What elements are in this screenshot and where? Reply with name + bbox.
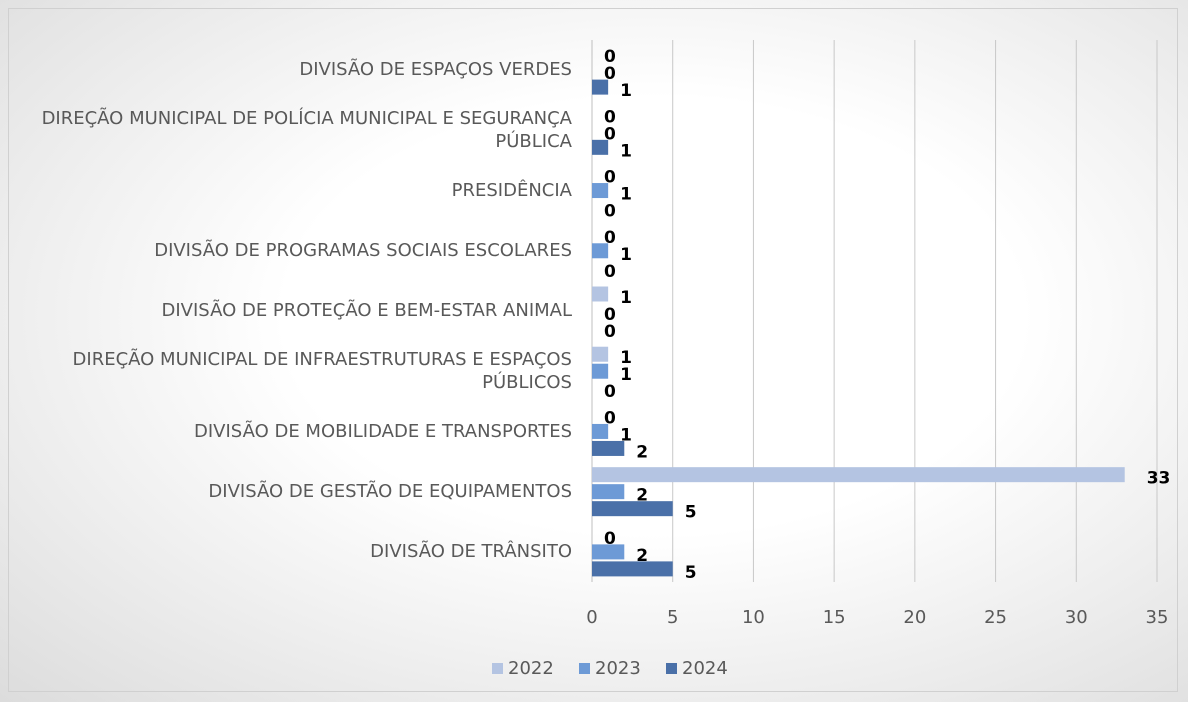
bar [592, 363, 609, 379]
value-label: 0 [604, 305, 616, 325]
value-label: 0 [604, 64, 616, 84]
value-label: 0 [604, 529, 616, 549]
bar [592, 467, 1125, 483]
value-label: 1 [620, 81, 632, 101]
legend-swatch [666, 663, 677, 674]
legend-label: 2024 [682, 658, 728, 679]
bar [592, 243, 609, 259]
bar [592, 183, 609, 199]
value-label: 0 [604, 262, 616, 282]
value-label: 1 [620, 288, 632, 308]
value-label: 0 [604, 228, 616, 248]
y-tick-label: PRESIDÊNCIA [451, 179, 572, 201]
x-tick-label: 20 [903, 607, 926, 628]
legend-label: 2023 [595, 658, 641, 679]
legend-label: 2022 [508, 658, 554, 679]
chart-frame [8, 8, 1178, 692]
value-label: 2 [636, 546, 648, 566]
bar [592, 501, 673, 517]
value-label: 1 [620, 425, 632, 445]
bar [592, 346, 609, 362]
bar [592, 139, 609, 155]
x-tick-label: 25 [984, 607, 1007, 628]
x-tick-label: 30 [1065, 607, 1088, 628]
value-label: 5 [685, 503, 697, 523]
y-tick-label: DIREÇÃO MUNICIPAL DE INFRAESTRUTURAS E E… [72, 348, 572, 394]
x-tick-label: 15 [823, 607, 846, 628]
bar [592, 440, 625, 456]
y-tick-label: DIVISÃO DE MOBILIDADE E TRANSPORTES [194, 420, 572, 442]
value-label: 1 [620, 185, 632, 205]
value-label: 0 [604, 47, 616, 67]
value-label: 2 [636, 486, 648, 506]
legend-swatch [492, 663, 503, 674]
y-tick-label: DIREÇÃO MUNICIPAL DE POLÍCIA MUNICIPAL E… [41, 107, 572, 153]
value-label: 2 [636, 442, 648, 462]
y-tick-label: DIVISÃO DE PROTEÇÃO E BEM-ESTAR ANIMAL [161, 300, 572, 322]
bar [592, 484, 625, 500]
bar [592, 286, 609, 302]
bar [592, 544, 625, 560]
value-label: 0 [604, 168, 616, 188]
bar [592, 79, 609, 95]
value-label: 1 [620, 348, 632, 368]
value-label: 1 [620, 365, 632, 385]
value-label: 1 [620, 141, 632, 161]
x-tick-label: 35 [1146, 607, 1169, 628]
value-label: 0 [604, 322, 616, 342]
y-tick-label: DIVISÃO DE TRÂNSITO [370, 541, 572, 563]
value-label: 5 [685, 563, 697, 583]
x-tick-label: 0 [586, 607, 597, 628]
x-tick-label: 5 [667, 607, 678, 628]
value-label: 33 [1147, 469, 1171, 489]
bar [592, 423, 609, 439]
value-label: 0 [604, 202, 616, 222]
legend-swatch [579, 663, 590, 674]
y-tick-label: DIVISÃO DE GESTÃO DE EQUIPAMENTOS [208, 480, 572, 502]
x-tick-label: 10 [742, 607, 765, 628]
y-tick-label: DIVISÃO DE ESPAÇOS VERDES [299, 59, 572, 81]
value-label: 0 [604, 107, 616, 127]
value-label: 1 [620, 245, 632, 265]
value-label: 0 [604, 124, 616, 144]
value-label: 0 [604, 382, 616, 402]
y-tick-label: DIVISÃO DE PROGRAMAS SOCIAIS ESCOLARES [154, 240, 572, 262]
bar [592, 561, 673, 577]
value-label: 0 [604, 408, 616, 428]
